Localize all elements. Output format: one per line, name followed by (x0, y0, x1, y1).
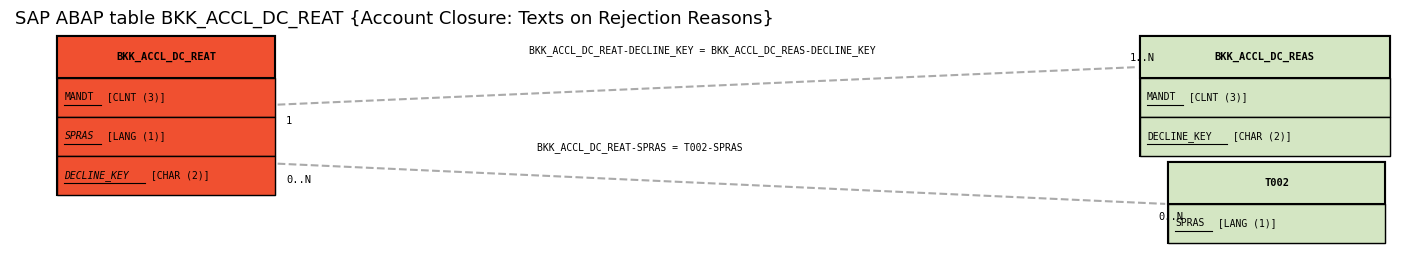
Bar (1168, 162, 1385, 243)
Bar (1168, 162, 1385, 204)
Text: 0..N: 0..N (1158, 212, 1183, 222)
Bar (1139, 117, 1390, 156)
Text: 0..N: 0..N (287, 175, 311, 185)
Text: BKK_ACCL_DC_REAT-DECLINE_KEY = BKK_ACCL_DC_REAS-DECLINE_KEY: BKK_ACCL_DC_REAT-DECLINE_KEY = BKK_ACCL_… (530, 46, 875, 56)
Text: BKK_ACCL_DC_REAT: BKK_ACCL_DC_REAT (117, 52, 216, 62)
Text: [LANG (1)]: [LANG (1)] (101, 131, 166, 141)
Text: [LANG (1)]: [LANG (1)] (1211, 218, 1276, 228)
Text: SAP ABAP table BKK_ACCL_DC_REAT {Account Closure: Texts on Rejection Reasons}: SAP ABAP table BKK_ACCL_DC_REAT {Account… (15, 9, 774, 28)
Text: 1..N: 1..N (1130, 53, 1155, 63)
Text: [CLNT (3)]: [CLNT (3)] (101, 92, 166, 102)
Text: [CHAR (2)]: [CHAR (2)] (1227, 131, 1291, 141)
Text: BKK_ACCL_DC_REAT-SPRAS = T002-SPRAS: BKK_ACCL_DC_REAT-SPRAS = T002-SPRAS (537, 142, 742, 153)
Text: DECLINE_KEY: DECLINE_KEY (1146, 131, 1211, 142)
Bar (58, 36, 275, 78)
Bar (1139, 36, 1390, 78)
Text: [CLNT (3)]: [CLNT (3)] (1183, 92, 1248, 102)
Text: MANDT: MANDT (1146, 92, 1176, 102)
Text: MANDT: MANDT (65, 92, 94, 102)
Bar (1139, 36, 1390, 156)
Bar (58, 156, 275, 195)
Text: 1: 1 (287, 116, 292, 126)
Text: BKK_ACCL_DC_REAS: BKK_ACCL_DC_REAS (1215, 52, 1315, 62)
Bar (1139, 78, 1390, 117)
Text: SPRAS: SPRAS (65, 131, 94, 141)
Bar (58, 117, 275, 156)
Bar (1168, 204, 1385, 243)
Text: DECLINE_KEY: DECLINE_KEY (65, 170, 129, 180)
Text: SPRAS: SPRAS (1175, 218, 1204, 228)
Text: [CHAR (2)]: [CHAR (2)] (145, 170, 209, 180)
Text: T002: T002 (1264, 178, 1290, 188)
Bar (58, 36, 275, 195)
Bar (58, 78, 275, 117)
